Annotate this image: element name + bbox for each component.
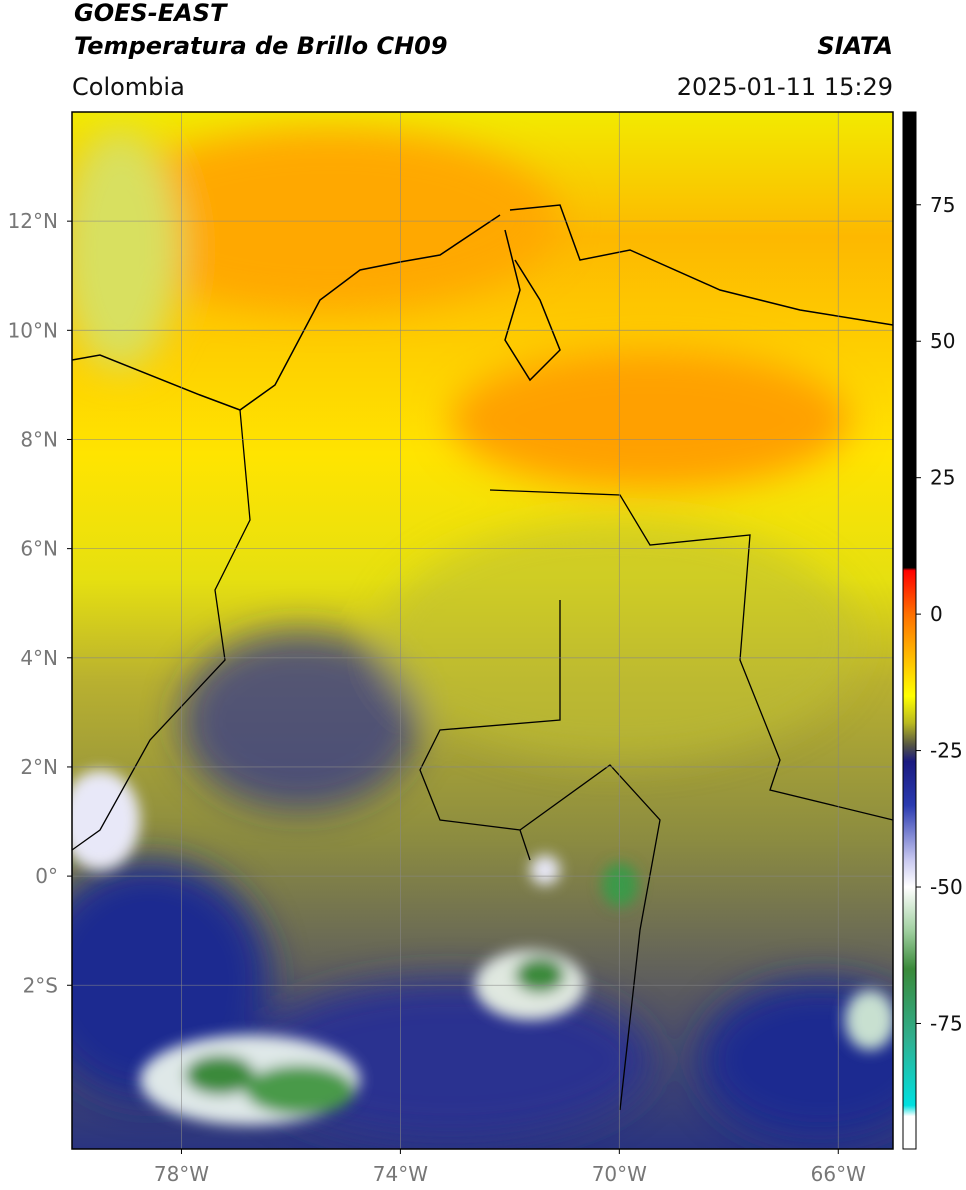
region: Colombia xyxy=(72,73,185,101)
colorbar-tick-label: -75 xyxy=(930,1011,963,1035)
source: SIATA xyxy=(817,32,893,60)
title-line2: Temperatura de Brillo CH09 xyxy=(74,32,448,60)
y-tick-label: 6°N xyxy=(20,537,58,561)
x-tick-label: 74°W xyxy=(373,1162,428,1186)
x-tick-label: 78°W xyxy=(154,1162,209,1186)
y-tick-label: 8°N xyxy=(20,427,58,451)
y-tick-label: 2°S xyxy=(23,973,58,997)
colorbar-tick-label: 50 xyxy=(930,329,955,353)
colorbar-tick-label: 0 xyxy=(930,602,943,626)
x-tick-label: 70°W xyxy=(592,1162,647,1186)
imagery xyxy=(72,112,893,1149)
colorbar-tick-label: 75 xyxy=(930,193,955,217)
title-line1: GOES-EAST xyxy=(74,0,228,27)
graticule xyxy=(72,112,893,1149)
y-tick-label: 12°N xyxy=(8,209,58,233)
colorbar-tick-label: -50 xyxy=(930,875,963,899)
y-tick-label: 0° xyxy=(35,864,58,888)
map-frame xyxy=(71,111,894,1150)
y-tick-label: 4°N xyxy=(20,646,58,670)
x-tick-label: 66°W xyxy=(811,1162,866,1186)
colorbar-tick-label: -25 xyxy=(930,739,963,763)
datetime: 2025-01-11 15:29 xyxy=(677,73,893,101)
y-tick-label: 2°N xyxy=(20,755,58,779)
colorbar-tick-label: 25 xyxy=(930,466,955,490)
colorbar xyxy=(902,111,917,1150)
y-tick-label: 10°N xyxy=(8,318,58,342)
